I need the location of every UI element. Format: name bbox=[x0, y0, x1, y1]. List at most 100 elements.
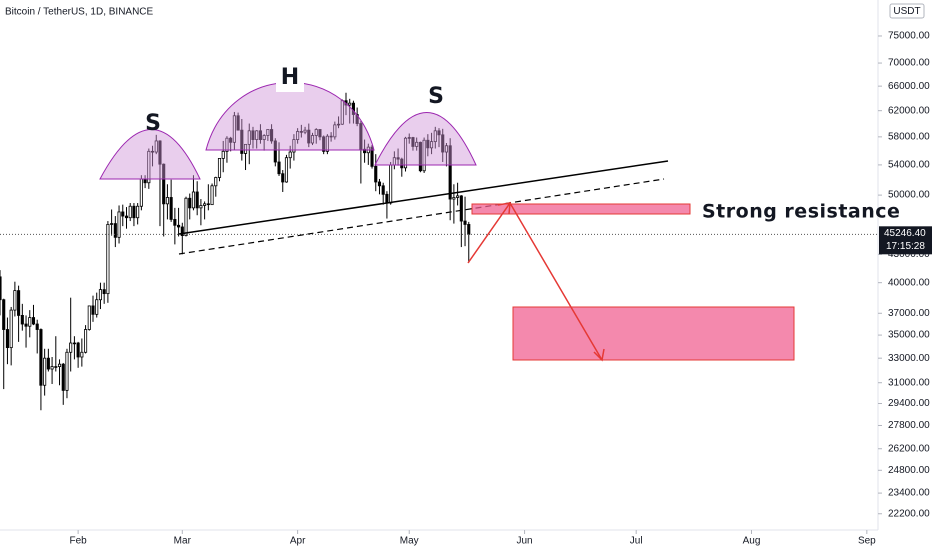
y-tick-label: 75000.00 bbox=[888, 31, 930, 42]
candle-body bbox=[169, 197, 173, 220]
candle-body bbox=[389, 164, 393, 204]
candle-body bbox=[381, 185, 385, 195]
right-shoulder bbox=[374, 112, 477, 166]
candle-body bbox=[210, 185, 214, 206]
y-tick-label: 43000.00 bbox=[888, 249, 930, 260]
x-tick-label: Feb bbox=[70, 536, 88, 547]
candle-body bbox=[54, 366, 58, 368]
y-tick-label: 54000.00 bbox=[888, 160, 930, 171]
candle-body bbox=[284, 157, 289, 183]
arrow-head bbox=[497, 202, 511, 215]
y-tick-label: 33000.00 bbox=[888, 353, 930, 364]
candle-body bbox=[113, 223, 117, 238]
candle-body bbox=[325, 135, 329, 152]
x-tick-label: Apr bbox=[290, 536, 306, 547]
candle-body bbox=[98, 289, 103, 301]
candle-body bbox=[329, 135, 333, 138]
candle-body bbox=[374, 165, 378, 183]
candle-body bbox=[403, 137, 408, 169]
candle-body bbox=[87, 305, 91, 330]
candle-body bbox=[236, 115, 240, 131]
y-tick-label: 22200.00 bbox=[888, 508, 930, 519]
candle-body bbox=[229, 137, 233, 143]
candle-body bbox=[20, 315, 24, 325]
y-tick-label: 26200.00 bbox=[888, 443, 930, 454]
candle-body bbox=[441, 134, 445, 153]
candle-body bbox=[459, 195, 463, 222]
candle-body bbox=[35, 323, 39, 330]
candle-body bbox=[437, 130, 441, 136]
candle-body bbox=[281, 173, 285, 183]
candle-body bbox=[50, 366, 54, 370]
candle-body bbox=[243, 143, 248, 154]
resistance-zone bbox=[471, 203, 691, 215]
y-tick-label: 58000.00 bbox=[888, 131, 930, 142]
x-tick-label: Sep bbox=[858, 536, 876, 547]
candle-body bbox=[124, 215, 129, 219]
candle-body bbox=[400, 158, 404, 169]
candle-body bbox=[277, 161, 281, 175]
y-tick-label: 24800.00 bbox=[888, 465, 930, 476]
candle-body bbox=[76, 342, 80, 358]
candle-body bbox=[307, 129, 311, 144]
y-tick-label: 37000.00 bbox=[888, 308, 930, 319]
y-tick-label: 66000.00 bbox=[888, 81, 930, 92]
candle-body bbox=[348, 102, 352, 106]
candle-body bbox=[411, 137, 415, 147]
candle-body bbox=[299, 131, 303, 133]
candle-body bbox=[292, 139, 296, 153]
candle-body bbox=[195, 191, 199, 209]
left-shoulder bbox=[99, 129, 201, 180]
x-tick-label: Mar bbox=[174, 536, 192, 547]
candle-body bbox=[251, 130, 255, 140]
candle-body bbox=[318, 129, 322, 138]
candle-body bbox=[303, 129, 307, 133]
candle-body bbox=[24, 323, 28, 327]
x-tick-label: Jul bbox=[630, 536, 643, 547]
candle-body bbox=[448, 145, 452, 200]
last-price: 45246.40 bbox=[884, 228, 926, 239]
candle-body bbox=[17, 290, 21, 316]
candle-body bbox=[203, 203, 207, 206]
annotation: S bbox=[428, 84, 444, 109]
candle-body bbox=[72, 342, 76, 345]
candle-body bbox=[128, 205, 132, 219]
candle-body bbox=[121, 211, 125, 217]
candle-body bbox=[370, 146, 374, 167]
candle-body bbox=[377, 181, 382, 187]
candle-body bbox=[80, 351, 84, 358]
x-tick-label: Aug bbox=[743, 536, 761, 547]
currency: USDT bbox=[893, 6, 920, 17]
candle-body bbox=[206, 203, 210, 206]
candle-body bbox=[322, 136, 326, 152]
annotation: H bbox=[281, 65, 299, 90]
candle-body bbox=[39, 329, 43, 386]
y-tick-label: 35000.00 bbox=[888, 330, 930, 341]
candle-body bbox=[426, 139, 430, 149]
candle-body bbox=[444, 145, 448, 153]
candle-body bbox=[184, 197, 188, 236]
candle-body bbox=[9, 309, 13, 349]
x-tick-label: Jun bbox=[517, 536, 533, 547]
candle-body bbox=[456, 195, 460, 198]
candle-body bbox=[91, 305, 95, 315]
candle-body bbox=[333, 124, 337, 138]
candle-body bbox=[188, 197, 192, 209]
candle-body bbox=[132, 205, 136, 219]
last-price-box bbox=[879, 226, 932, 255]
y-tick-label: 23400.00 bbox=[888, 488, 930, 499]
candle-body bbox=[359, 123, 363, 150]
candle-body bbox=[221, 150, 225, 159]
candle-body bbox=[13, 290, 17, 311]
candle-body bbox=[154, 140, 158, 153]
candle-body bbox=[173, 218, 177, 226]
candle-body bbox=[43, 357, 47, 386]
candle-body bbox=[266, 129, 270, 136]
y-tick-label: 62000.00 bbox=[888, 105, 930, 116]
candle-body bbox=[240, 129, 244, 154]
x-tick-label: May bbox=[400, 536, 419, 547]
candle-body bbox=[363, 148, 367, 154]
candle-body bbox=[117, 211, 121, 238]
